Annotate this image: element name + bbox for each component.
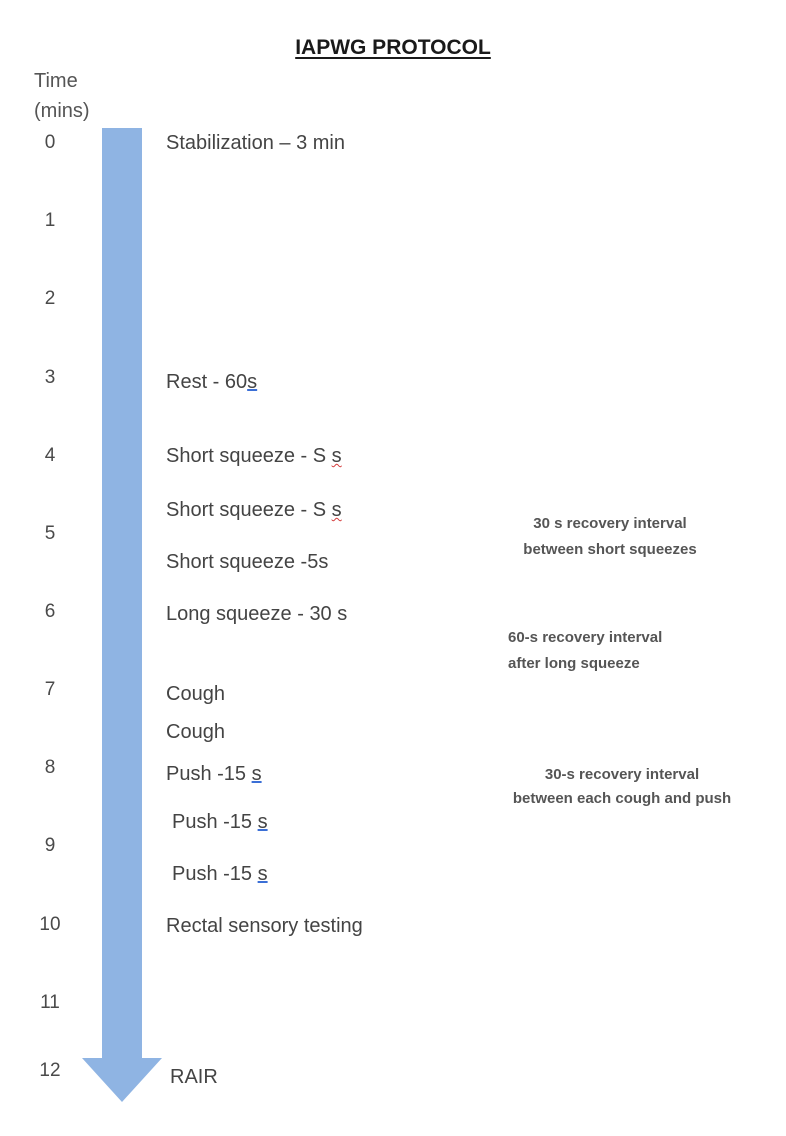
step-unit: s [257,863,268,885]
step-text: Short squeeze - S [166,499,332,521]
step-text: RAIR [170,1066,218,1088]
step-rest: Rest - 60s [166,371,257,394]
note-line2: between each cough and push [512,790,732,807]
time-tick-3: 3 [44,367,56,388]
step-short-squeeze-2: Short squeeze - S s [166,499,342,522]
step-cough-2: Cough [166,721,225,744]
note-long-squeeze-recovery: 60-s recovery interval after long squeez… [508,625,698,677]
time-tick-0: 0 [44,132,56,153]
step-text: Cough [166,683,225,705]
time-header-line1: Time [34,70,78,92]
note-line1: 30-s recovery interval [544,766,700,783]
page-title: IAPWG PROTOCOL [295,36,491,59]
step-unit: s [247,371,258,393]
time-tick-11: 11 [40,992,60,1013]
step-rair: RAIR [170,1066,218,1089]
step-text: Cough [166,721,225,743]
time-tick-10: 10 [39,914,61,935]
step-text: Push -15 [166,763,252,785]
note-cough-push-recovery: 30-s recovery interval between each coug… [492,763,752,811]
note-short-squeeze-recovery: 30 s recovery interval between short squ… [492,511,728,563]
time-tick-2: 2 [44,288,56,309]
step-unit: s [331,499,342,521]
note-line1: 30 s recovery interval [533,515,687,532]
step-text: Short squeeze - S [166,445,332,467]
step-text: Push -15 [172,863,258,885]
time-tick-8: 8 [44,757,56,778]
step-text: Rectal sensory testing [166,915,363,937]
step-unit: s [251,763,262,785]
time-tick-6: 6 [44,601,56,622]
step-short-squeeze-3: Short squeeze -5s [166,551,328,574]
step-text: Short squeeze -5s [166,551,329,573]
step-text: Stabilization – 3 min [166,132,345,154]
note-line2: between short squeezes [523,541,697,558]
time-tick-7: 7 [44,679,56,700]
step-cough-1: Cough [166,683,225,706]
step-unit: s [331,445,342,467]
time-tick-9: 9 [44,835,56,856]
timeline-arrow [82,128,162,1102]
time-tick-4: 4 [44,445,56,466]
note-line1: 60-s recovery interval [508,629,663,646]
step-text: Long squeeze - 30 s [166,603,348,625]
time-tick-1: 1 [44,210,56,231]
step-short-squeeze-1: Short squeeze - S s [166,445,342,468]
step-push-2: Push -15 s [172,811,268,834]
step-stabilization: Stabilization – 3 min [166,132,345,155]
step-rectal-sensory-testing: Rectal sensory testing [166,915,363,938]
step-text: Rest - 60 [166,371,248,393]
step-text: Push -15 [172,811,258,833]
step-push-3: Push -15 s [172,863,268,886]
time-header-line2: (mins) [34,100,90,122]
timeline-arrow-shape [82,128,162,1102]
step-long-squeeze: Long squeeze - 30 s [166,603,347,626]
time-tick-5: 5 [44,523,56,544]
note-line2: after long squeeze [508,655,640,672]
time-axis-header: Time (mins) [34,66,90,126]
time-tick-12: 12 [39,1060,61,1081]
step-unit: s [257,811,268,833]
step-push-1: Push -15 s [166,763,262,786]
